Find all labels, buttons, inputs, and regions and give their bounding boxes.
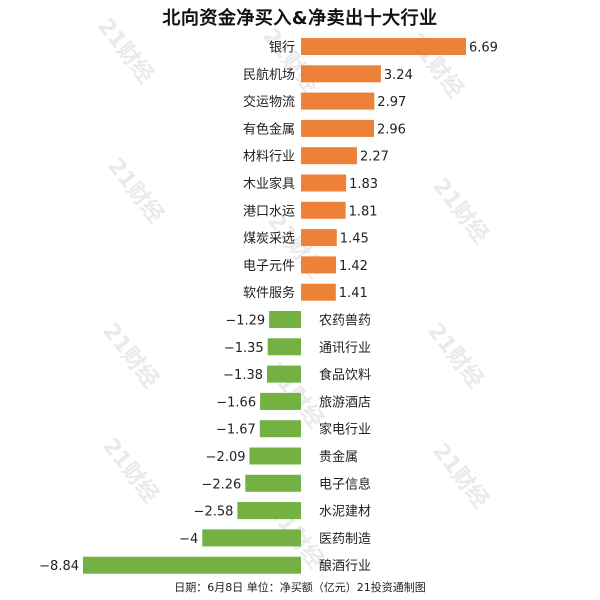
- bar-7: [301, 229, 337, 247]
- value-label-16: −2.26: [201, 477, 241, 492]
- bar-19: [83, 556, 301, 574]
- category-label-5: 木业家具: [243, 176, 295, 192]
- labels-layer: 银行 6.69 民航机场 3.24 交运物流 2.97 有色金属 2.96 材料行业 2.27 木业…: [39, 41, 498, 575]
- value-label-6: 1.81: [349, 204, 378, 219]
- bar-12: [267, 365, 301, 383]
- value-label-14: −1.67: [216, 423, 256, 438]
- value-label-13: −1.66: [216, 395, 256, 410]
- value-label-10: −1.29: [225, 314, 265, 329]
- bar-18: [202, 529, 301, 547]
- category-label-14: 家电行业: [319, 422, 371, 438]
- bar-5: [301, 174, 347, 192]
- bar-2: [301, 92, 375, 110]
- value-label-9: 1.41: [339, 286, 368, 301]
- category-label-8: 电子元件: [243, 259, 295, 274]
- bar-10: [269, 311, 301, 328]
- watermark-4: 21财经: [427, 173, 493, 248]
- value-label-8: 1.42: [339, 259, 368, 274]
- watermark-2: 21财经: [257, 23, 323, 98]
- watermark-3: 21财经: [102, 153, 168, 228]
- value-label-17: −2.58: [194, 505, 234, 520]
- bar-9: [301, 283, 336, 301]
- chart-footer-note: 日期：6月8日 单位：净买额（亿元）21投资通制图: [174, 581, 426, 594]
- category-label-17: 水泥建材: [319, 505, 371, 520]
- chart-title: 北向资金净买入&净卖出十大行业: [162, 8, 438, 29]
- category-label-15: 贵金属: [319, 449, 358, 465]
- bar-15: [249, 447, 301, 465]
- value-label-0: 6.69: [469, 41, 498, 56]
- value-label-11: −1.35: [224, 341, 264, 356]
- value-label-5: 1.83: [349, 177, 378, 192]
- watermark-10: 21财经: [427, 438, 493, 513]
- category-label-6: 港口水运: [243, 204, 295, 219]
- value-label-18: −4: [179, 532, 198, 547]
- value-label-1: 3.24: [384, 68, 413, 83]
- bar-6: [301, 201, 346, 219]
- value-label-15: −2.09: [206, 450, 246, 465]
- bar-16: [245, 474, 301, 492]
- category-label-3: 有色金属: [243, 121, 295, 137]
- bar-11: [267, 338, 301, 356]
- bar-13: [260, 392, 301, 410]
- bar-1: [301, 65, 381, 83]
- bar-8: [301, 256, 336, 274]
- value-label-12: −1.38: [223, 368, 263, 383]
- category-label-2: 交运物流: [243, 94, 295, 110]
- category-label-16: 电子信息: [319, 476, 371, 492]
- value-label-7: 1.45: [340, 232, 369, 247]
- bars-layer: [83, 38, 466, 574]
- category-label-19: 酿酒行业: [319, 558, 371, 574]
- category-label-10: 农药兽药: [319, 314, 371, 329]
- category-label-9: 软件服务: [243, 285, 295, 301]
- value-label-19: −8.84: [39, 559, 79, 574]
- category-label-4: 材料行业: [243, 150, 295, 165]
- category-label-11: 通讯行业: [319, 341, 371, 356]
- bar-0: [301, 38, 466, 55]
- value-label-4: 2.27: [360, 150, 389, 165]
- watermark-7: 21财经: [422, 318, 488, 393]
- value-label-2: 2.97: [377, 95, 406, 110]
- category-label-7: 煤炭采选: [243, 232, 295, 247]
- watermark-0: 21财经: [92, 13, 158, 88]
- bar-4: [301, 147, 357, 165]
- bar-3: [301, 119, 374, 137]
- watermark-9: 21财经: [97, 433, 163, 508]
- category-label-12: 食品饮料: [319, 367, 371, 383]
- category-label-1: 民航机场: [243, 67, 295, 83]
- bar-14: [259, 420, 301, 438]
- category-label-13: 旅游酒店: [319, 395, 371, 410]
- watermark-6: 21财经: [97, 318, 163, 393]
- category-label-18: 医药制造: [319, 532, 371, 547]
- bar-17: [237, 502, 301, 520]
- value-label-3: 2.96: [377, 122, 406, 137]
- category-label-0: 银行: [269, 41, 295, 56]
